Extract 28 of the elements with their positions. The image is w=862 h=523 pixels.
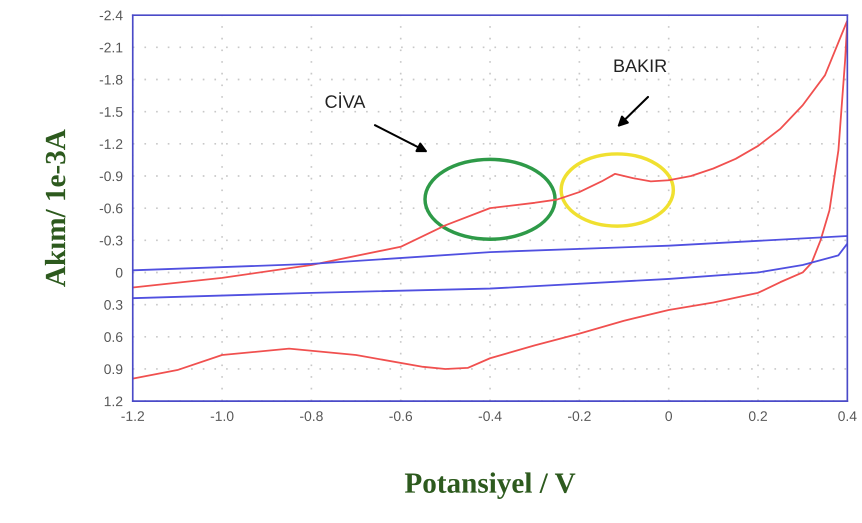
x-tick-label: -0.4 <box>478 411 502 422</box>
y-tick-label: -1.5 <box>100 107 122 117</box>
x-tick-label: 0.4 <box>838 411 857 422</box>
y-tick-label: -2.1 <box>100 42 122 52</box>
y-tick-label: -0.9 <box>100 171 122 182</box>
y-tick-label: -2.4 <box>100 10 123 20</box>
y-axis-title: Akım/ 1e-3A <box>44 129 66 287</box>
x-tick-label: -0.8 <box>300 411 323 422</box>
line-series <box>132 235 848 300</box>
y-tick-label: 0.6 <box>104 332 122 342</box>
y-tick-label: -0.3 <box>100 236 122 246</box>
y-tick-label: 1.2 <box>104 396 122 406</box>
x-tick-label: 0.2 <box>748 411 767 422</box>
y-tick-label: -1.8 <box>100 74 122 85</box>
y-tick-label: -1.2 <box>100 139 122 149</box>
x-tick-label: -0.2 <box>568 411 591 422</box>
y-tick-label: 0.3 <box>104 300 122 310</box>
annotation: CİVA <box>325 92 366 108</box>
x-axis-title: Potansiyel / V <box>404 472 576 499</box>
y-tick-label: 0.9 <box>104 364 122 374</box>
x-tick-label: -0.6 <box>389 411 412 422</box>
x-tick-label: -1.0 <box>210 411 234 422</box>
x-tick-label: -1.2 <box>121 411 144 421</box>
y-tick-label: -0.6 <box>100 203 122 214</box>
line-series <box>132 20 848 380</box>
y-tick-label: 0 <box>116 268 122 278</box>
annotation: BAKIR <box>614 60 666 72</box>
x-tick-label: 0 <box>665 411 672 422</box>
